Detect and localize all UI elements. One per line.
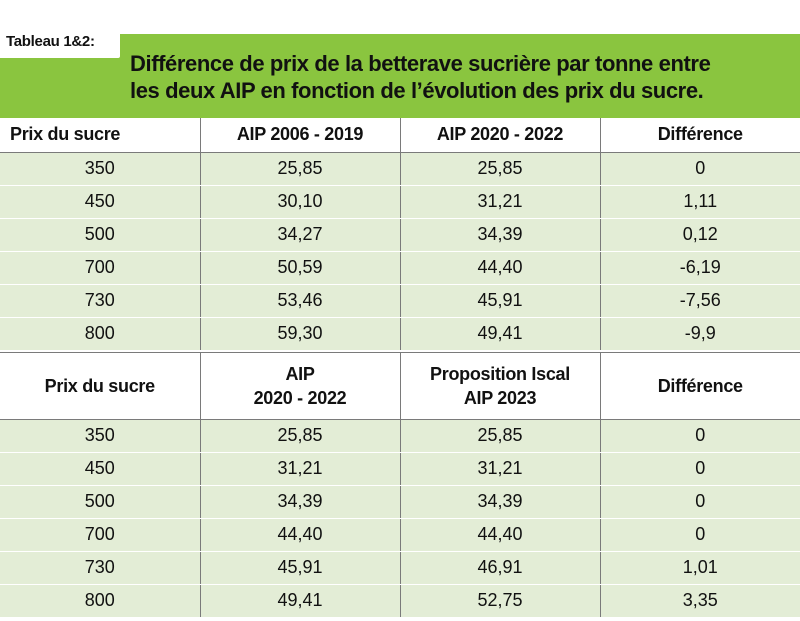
- table-cell: 44,40: [400, 251, 601, 285]
- table-cell: 730: [0, 284, 201, 318]
- table-cell: 450: [0, 452, 201, 486]
- table-cell: 52,75: [400, 584, 601, 618]
- table-row: 350 25,85 25,85 0: [0, 152, 800, 186]
- table-cell: 700: [0, 518, 201, 552]
- table-cell: 800: [0, 584, 201, 618]
- header-line: AIP 2023: [463, 387, 537, 408]
- table-row: 450 31,21 31,21 0: [0, 452, 800, 486]
- table-divider: [0, 352, 800, 353]
- table-cell: 0: [600, 152, 800, 186]
- table-1-header-cell: AIP 2006 - 2019: [200, 118, 401, 153]
- table-cell: 730: [0, 551, 201, 585]
- table-cell: 3,35: [600, 584, 800, 618]
- page-title: Différence de prix de la betterave sucri…: [130, 50, 795, 104]
- table-row: 730 53,46 45,91 -7,56: [0, 284, 800, 318]
- table-row: 730 45,91 46,91 1,01: [0, 551, 800, 585]
- table-row: 450 30,10 31,21 1,11: [0, 185, 800, 219]
- table-1: Prix du sucre AIP 2006 - 2019 AIP 2020 -…: [0, 118, 800, 351]
- table-cell: 25,85: [400, 152, 601, 186]
- table-cell: 800: [0, 317, 201, 351]
- table-1-header-cell: AIP 2020 - 2022: [400, 118, 601, 153]
- title-line-2: les deux AIP en fonction de l’évolution …: [130, 78, 704, 103]
- table-cell: 31,21: [200, 452, 401, 486]
- table-2-header-cell: Prix du sucre: [0, 353, 201, 420]
- table-2-header-cell: Proposition Iscal AIP 2023: [400, 353, 601, 420]
- table-cell: 0: [600, 485, 800, 519]
- table-cell: 49,41: [200, 584, 401, 618]
- table-cell: 350: [0, 419, 201, 453]
- header-line: 2020 - 2022: [253, 387, 347, 408]
- table-cell: 500: [0, 485, 201, 519]
- table-row: 500 34,27 34,39 0,12: [0, 218, 800, 252]
- table-1-header-cell: Prix du sucre: [0, 118, 201, 153]
- table-1-header: Prix du sucre AIP 2006 - 2019 AIP 2020 -…: [0, 118, 800, 153]
- title-line-1: Différence de prix de la betterave sucri…: [130, 51, 711, 76]
- table-2-header-cell: Différence: [600, 353, 800, 420]
- table-cell: 44,40: [200, 518, 401, 552]
- table-2-header-cell: AIP 2020 - 2022: [200, 353, 401, 420]
- table-cell: 34,39: [400, 218, 601, 252]
- table-cell: 31,21: [400, 185, 601, 219]
- table-2-header: Prix du sucre AIP 2020 - 2022 Propositio…: [0, 353, 800, 420]
- table-cell: 0,12: [600, 218, 800, 252]
- table-row: 800 59,30 49,41 -9,9: [0, 317, 800, 351]
- table-tag-label: Tableau 1&2:: [6, 33, 95, 50]
- table-cell: 59,30: [200, 317, 401, 351]
- header-line: AIP: [285, 363, 315, 384]
- table-cell: 350: [0, 152, 201, 186]
- table-row: 700 44,40 44,40 0: [0, 518, 800, 552]
- table-cell: -7,56: [600, 284, 800, 318]
- table-cell: 44,40: [400, 518, 601, 552]
- table-cell: 45,91: [400, 284, 601, 318]
- table-row: 700 50,59 44,40 -6,19: [0, 251, 800, 285]
- table-2: Prix du sucre AIP 2020 - 2022 Propositio…: [0, 353, 800, 618]
- table-cell: 34,39: [200, 485, 401, 519]
- table-cell: 450: [0, 185, 201, 219]
- table-cell: 25,85: [200, 152, 401, 186]
- table-cell: 25,85: [200, 419, 401, 453]
- table-cell: 0: [600, 419, 800, 453]
- table-cell: 30,10: [200, 185, 401, 219]
- table-cell: 1,01: [600, 551, 800, 585]
- table-cell: 0: [600, 518, 800, 552]
- table-cell: -9,9: [600, 317, 800, 351]
- table-1-header-cell: Différence: [600, 118, 800, 153]
- header-line: Proposition Iscal: [430, 363, 570, 384]
- table-cell: 34,27: [200, 218, 401, 252]
- table-row: 350 25,85 25,85 0: [0, 419, 800, 453]
- table-cell: 1,11: [600, 185, 800, 219]
- table-row: 800 49,41 52,75 3,35: [0, 584, 800, 618]
- table-cell: 31,21: [400, 452, 601, 486]
- table-row: 500 34,39 34,39 0: [0, 485, 800, 519]
- table-cell: 25,85: [400, 419, 601, 453]
- header-line: Différence: [657, 375, 743, 396]
- table-tag-box: Tableau 1&2:: [0, 0, 120, 58]
- table-cell: 34,39: [400, 485, 601, 519]
- table-cell: 45,91: [200, 551, 401, 585]
- table-cell: 500: [0, 218, 201, 252]
- table-cell: 700: [0, 251, 201, 285]
- title-banner: [0, 34, 800, 118]
- header-line: Prix du sucre: [44, 375, 155, 396]
- table-cell: 53,46: [200, 284, 401, 318]
- table-cell: 49,41: [400, 317, 601, 351]
- table-cell: 50,59: [200, 251, 401, 285]
- table-cell: 46,91: [400, 551, 601, 585]
- table-cell: 0: [600, 452, 800, 486]
- table-cell: -6,19: [600, 251, 800, 285]
